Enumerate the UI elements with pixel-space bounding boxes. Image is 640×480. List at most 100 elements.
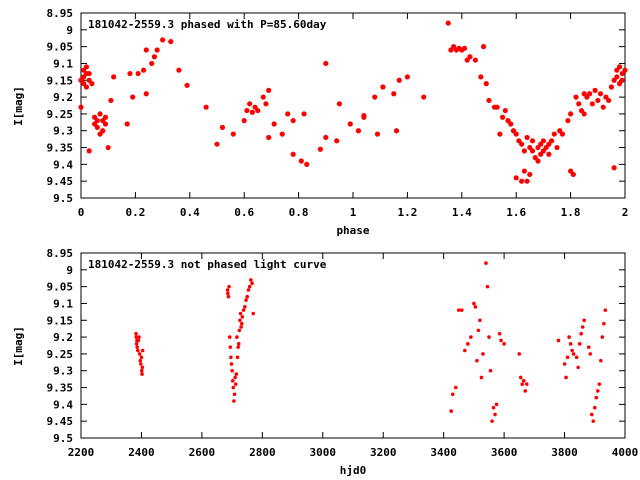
data-point [485, 284, 490, 289]
y-tick-label: 9.4 [53, 158, 73, 171]
data-point [301, 111, 307, 117]
data-point [480, 44, 487, 50]
data-point [136, 338, 141, 343]
data-point [497, 131, 503, 137]
data-point [589, 412, 594, 417]
data-point [89, 81, 95, 87]
data-point [235, 335, 239, 339]
data-point [140, 372, 144, 376]
data-point [266, 134, 272, 141]
y-tick-label: 9.45 [47, 415, 74, 428]
data-point [582, 318, 586, 323]
data-point [513, 131, 519, 137]
data-point [559, 131, 566, 137]
data-point [580, 325, 585, 329]
data-point [240, 315, 245, 319]
x-tick-label: 1.4 [452, 206, 472, 219]
data-point [347, 121, 353, 127]
chart-panel-1: 8.95 9 9.05 9.1 9.15 9.2 9.25 9.3 9.35 9.4 9.45 9.5… [12, 7, 628, 237]
data-point [486, 97, 492, 104]
data-point [493, 412, 497, 417]
data-point [225, 288, 230, 292]
y-tick-label: 9.4 [53, 398, 73, 411]
data-point [138, 358, 143, 363]
data-point [229, 362, 234, 366]
chart-title: 181042-2559.3 not phased light curve [88, 258, 327, 271]
data-point [576, 101, 582, 107]
data-point [232, 399, 236, 403]
data-point [591, 419, 596, 423]
data-point [263, 101, 269, 107]
data-point [230, 379, 235, 383]
data-point [260, 94, 266, 100]
data-point [551, 131, 557, 137]
data-point [445, 20, 451, 26]
data-point [488, 368, 493, 373]
data-point [529, 138, 536, 144]
data-point [565, 118, 571, 124]
data-point [396, 77, 402, 83]
x-tick-label: 4000 [612, 446, 639, 459]
data-point [247, 101, 253, 107]
y-tick-label: 9 [66, 24, 73, 37]
data-point [266, 87, 272, 93]
data-point [298, 158, 304, 164]
data-point [250, 281, 254, 286]
data-point [140, 365, 145, 370]
data-point [523, 389, 528, 393]
data-point [577, 342, 582, 346]
data-point [304, 161, 310, 167]
data-point [226, 291, 230, 296]
y-tick-label: 9.25 [47, 108, 74, 121]
data-point [519, 178, 525, 184]
data-point [517, 352, 522, 356]
y-tick-label: 9.15 [47, 314, 74, 327]
data-point [594, 395, 599, 400]
data-point [134, 342, 139, 346]
x-tick-label: 1.2 [397, 206, 417, 219]
data-point [374, 131, 381, 137]
data-point [234, 372, 239, 376]
data-point [336, 101, 342, 107]
data-point [232, 392, 237, 397]
data-point [380, 84, 386, 90]
y-tick-label: 9.5 [53, 432, 73, 445]
data-point [603, 308, 608, 312]
y-tick-label: 9.5 [53, 192, 73, 205]
y-tick-label: 8.95 [47, 7, 74, 20]
data-point [130, 94, 136, 100]
data-point [102, 121, 109, 127]
data-point [490, 419, 494, 423]
data-point [86, 148, 92, 154]
data-point [524, 382, 529, 386]
data-point [456, 308, 461, 312]
data-point [235, 355, 240, 360]
data-point [86, 70, 92, 77]
data-point [176, 67, 182, 73]
data-point [334, 138, 340, 144]
data-point [94, 118, 100, 124]
data-point [502, 107, 508, 114]
data-point [521, 148, 527, 154]
data-point [535, 158, 541, 164]
data-point [461, 45, 468, 51]
data-point [241, 308, 246, 312]
data-point [481, 352, 485, 356]
y-axis-label: I[mag] [12, 86, 25, 126]
data-point [587, 91, 593, 97]
x-tick-label: 2600 [189, 446, 216, 459]
data-point [372, 94, 378, 100]
data-point [137, 352, 142, 356]
data-point [140, 348, 145, 353]
data-point [571, 352, 576, 356]
data-point [249, 278, 253, 282]
chart-title: 181042-2559.3 phased with P=85.60day [88, 18, 327, 31]
data-point [606, 97, 612, 104]
x-tick-label: 2200 [68, 446, 95, 459]
x-tick-label: 0.4 [180, 206, 200, 219]
data-point [599, 358, 603, 363]
data-point [238, 318, 242, 323]
data-point [467, 54, 473, 60]
data-point [529, 148, 536, 154]
data-point [472, 301, 476, 306]
